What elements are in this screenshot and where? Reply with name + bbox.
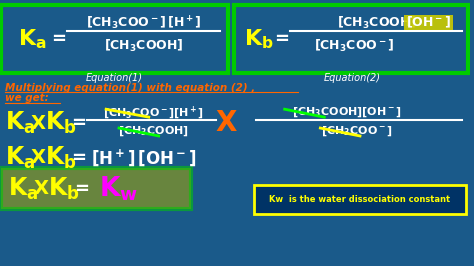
- Text: $\mathbf{K_b}$: $\mathbf{K_b}$: [45, 110, 76, 136]
- Text: $\mathbf{[CH_3COOH][OH^-]}$: $\mathbf{[CH_3COOH][OH^-]}$: [292, 105, 402, 119]
- Text: $\mathbf{[CH_3COO^-]}$: $\mathbf{[CH_3COO^-]}$: [321, 124, 393, 138]
- FancyBboxPatch shape: [1, 5, 228, 73]
- Text: Equation(1): Equation(1): [85, 73, 143, 84]
- Text: $\mathbf{[CH_3COO^-]}$: $\mathbf{[CH_3COO^-]}$: [314, 38, 394, 54]
- Text: $\mathbf{[OH^-]}$: $\mathbf{[OH^-]}$: [406, 15, 451, 31]
- Text: $\mathbf{K_w}$: $\mathbf{K_w}$: [99, 174, 138, 203]
- FancyBboxPatch shape: [234, 5, 468, 73]
- Text: $\mathbf{X}$: $\mathbf{X}$: [30, 148, 46, 167]
- Text: =: =: [52, 30, 66, 48]
- Text: $\mathbf{[CH_3COOH]}$: $\mathbf{[CH_3COOH]}$: [104, 38, 183, 54]
- Text: $\mathbf{[CH_3COOH]}$: $\mathbf{[CH_3COOH]}$: [337, 15, 417, 31]
- Text: $\mathbf{[CH_3COO^-][H^+]}$: $\mathbf{[CH_3COO^-][H^+]}$: [103, 104, 204, 120]
- Text: Kw  is the water dissociation constant: Kw is the water dissociation constant: [269, 195, 451, 204]
- Text: $\mathbf{X}$: $\mathbf{X}$: [30, 114, 46, 132]
- Text: $\mathbf{K_b}$: $\mathbf{K_b}$: [244, 27, 274, 51]
- FancyBboxPatch shape: [254, 185, 466, 214]
- Text: Equation(2): Equation(2): [324, 73, 381, 84]
- FancyBboxPatch shape: [404, 15, 453, 30]
- Text: $\mathbf{K_a}$: $\mathbf{K_a}$: [5, 110, 36, 136]
- Text: $\mathbf{[CH_3COOH]}$: $\mathbf{[CH_3COOH]}$: [118, 124, 189, 138]
- Text: =: =: [72, 114, 86, 132]
- Text: $\mathbf{X}$: $\mathbf{X}$: [33, 179, 49, 198]
- Text: $\mathbf{K_a}$: $\mathbf{K_a}$: [8, 176, 38, 202]
- Text: $\mathbf{K_a}$: $\mathbf{K_a}$: [18, 27, 46, 51]
- Text: $\mathbf{[H^+]\,[OH^-]}$: $\mathbf{[H^+]\,[OH^-]}$: [91, 147, 197, 168]
- FancyBboxPatch shape: [1, 168, 191, 209]
- Text: $\mathbf{K_b}$: $\mathbf{K_b}$: [45, 145, 76, 171]
- Text: =: =: [74, 180, 90, 198]
- Text: $\mathbf{[CH_3COO^-]\,[H^+]}$: $\mathbf{[CH_3COO^-]\,[H^+]}$: [86, 14, 201, 32]
- Text: =: =: [72, 149, 86, 167]
- Text: Multiplying equation(1) with equation (2) ,: Multiplying equation(1) with equation (2…: [5, 84, 255, 93]
- Text: $\mathbf{X}$: $\mathbf{X}$: [215, 109, 237, 137]
- Text: we get:: we get:: [5, 93, 49, 103]
- Text: $\mathbf{K_a}$: $\mathbf{K_a}$: [5, 145, 36, 171]
- Text: $\mathbf{K_b}$: $\mathbf{K_b}$: [47, 176, 79, 202]
- Text: =: =: [273, 30, 289, 48]
